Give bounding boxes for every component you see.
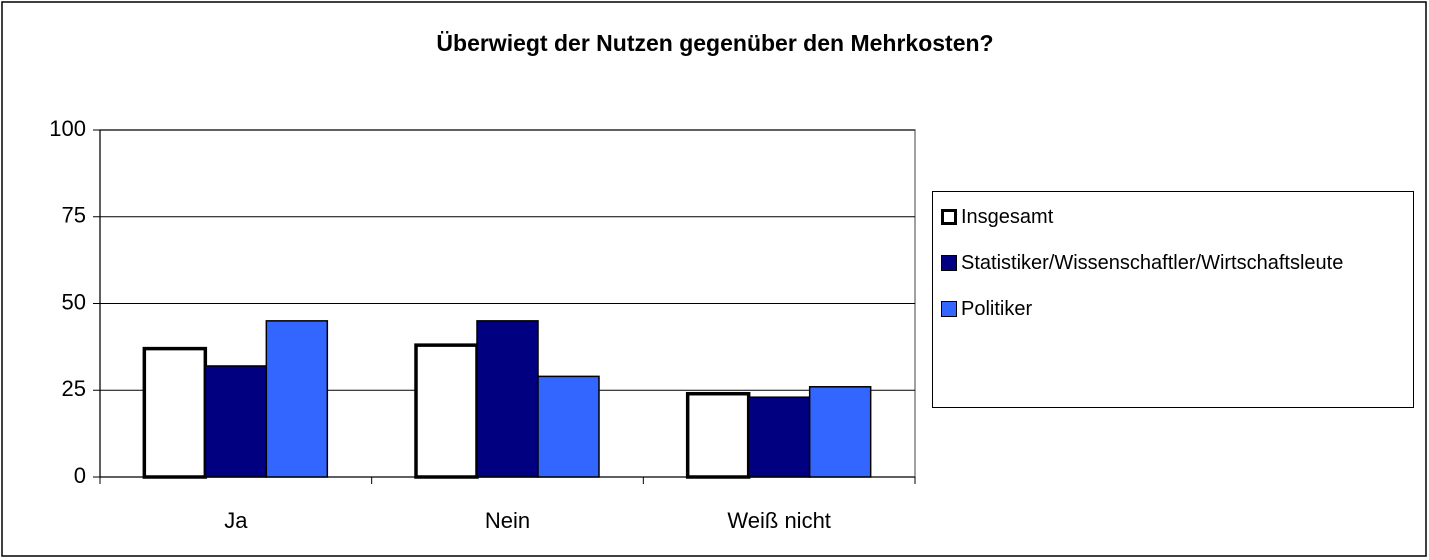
- chart-title: Überwiegt der Nutzen gegenüber den Mehrk…: [436, 30, 993, 56]
- legend-swatch: [941, 209, 957, 225]
- legend-label: Insgesamt: [961, 206, 1054, 228]
- bar: [685, 391, 751, 479]
- bar: [476, 320, 539, 478]
- y-tick-label: 0: [74, 463, 86, 488]
- legend-label: Politiker: [961, 298, 1033, 320]
- bar: [142, 346, 208, 479]
- y-tick-label: 100: [49, 116, 86, 141]
- y-tick-label: 25: [62, 376, 86, 401]
- legend-swatch: [941, 255, 957, 271]
- bar: [808, 386, 872, 478]
- bar: [537, 375, 600, 478]
- legend-item: Statistiker/Wissenschaftler/Wirtschaftsl…: [941, 248, 1407, 278]
- x-tick-label: Nein: [485, 508, 530, 533]
- bar: [414, 343, 479, 479]
- y-tick-label: 50: [62, 289, 86, 314]
- x-tick-label: Ja: [224, 508, 248, 533]
- legend-item: Politiker: [941, 294, 1407, 324]
- legend-label: Statistiker/Wissenschaftler/Wirtschaftsl…: [961, 252, 1344, 274]
- legend-item: Insgesamt: [941, 202, 1407, 232]
- legend-swatch: [941, 301, 957, 317]
- x-tick-label: Weiß nicht: [727, 508, 831, 533]
- legend: Insgesamt Statistiker/Wissenschaftler/Wir…: [932, 191, 1414, 408]
- bar: [265, 320, 329, 478]
- y-tick-label: 75: [62, 203, 86, 228]
- bar: [204, 365, 268, 478]
- bar: [747, 396, 811, 478]
